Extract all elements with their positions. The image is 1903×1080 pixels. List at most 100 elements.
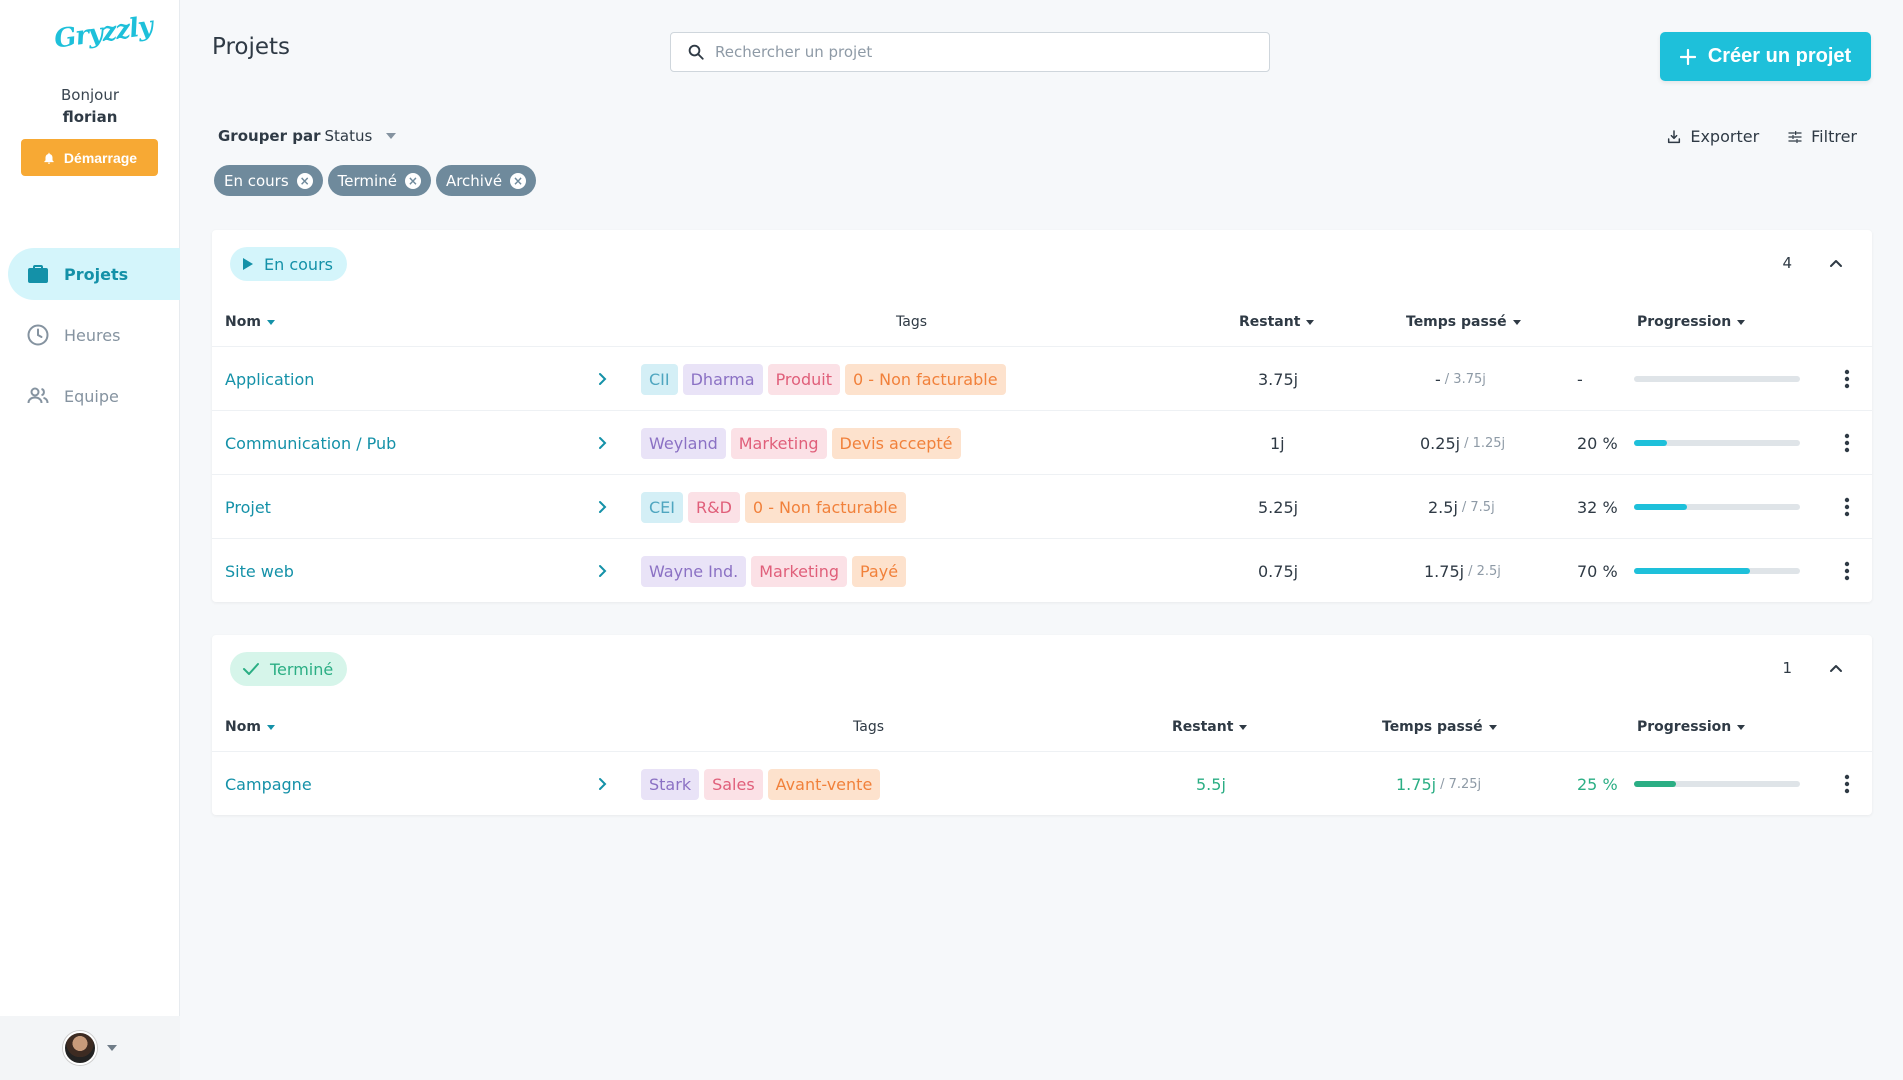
remaining-value: 5.25j	[1258, 497, 1299, 517]
progress-bar	[1634, 504, 1800, 510]
column-header-name[interactable]: Nom	[225, 314, 275, 330]
nav-item-equipe[interactable]: Equipe	[8, 370, 180, 422]
start-button-label: Démarrage	[63, 149, 138, 166]
tag-list: Wayne Ind. Marketing Payé	[641, 539, 907, 603]
project-name[interactable]: Campagne	[225, 774, 312, 794]
filter-chip-label: En cours	[224, 171, 289, 190]
chevron-right-icon[interactable]	[596, 752, 610, 816]
nav-label: Heures	[64, 325, 121, 345]
bell-icon	[44, 152, 54, 164]
play-icon	[243, 258, 253, 270]
close-icon[interactable]: ×	[510, 172, 527, 189]
export-button[interactable]: Exporter	[1666, 127, 1759, 146]
chevron-right-icon[interactable]	[596, 347, 610, 411]
more-vertical-icon[interactable]	[1844, 411, 1850, 475]
progress-percent: 70 %	[1577, 561, 1618, 581]
time-spent-value: 1.75j	[1424, 561, 1465, 581]
column-header-remaining[interactable]: Restant	[1239, 314, 1315, 330]
table-row[interactable]: Application CII Dharma Produit 0 - Non f…	[212, 346, 1872, 410]
remaining-value: 1j	[1270, 433, 1285, 453]
progress-percent: -	[1577, 369, 1583, 389]
tag: 0 - Non facturable	[844, 363, 1006, 395]
tag: Devis accepté	[831, 427, 961, 459]
chevron-up-icon[interactable]	[1824, 252, 1848, 276]
progress-bar	[1634, 781, 1800, 787]
chevron-up-icon[interactable]	[1824, 657, 1848, 681]
column-label: Restant	[1172, 719, 1234, 735]
status-pill: En cours	[230, 247, 347, 281]
check-icon	[243, 663, 259, 675]
column-header-name[interactable]: Nom	[225, 719, 275, 735]
chevron-right-icon[interactable]	[596, 539, 610, 603]
more-vertical-icon[interactable]	[1844, 539, 1850, 603]
table-row[interactable]: Site web Wayne Ind. Marketing Payé 0.75j…	[212, 538, 1872, 602]
column-header-tags: Tags	[853, 719, 884, 735]
start-button[interactable]: Démarrage	[21, 139, 158, 176]
status-label: Terminé	[270, 659, 334, 679]
column-header-time-spent[interactable]: Temps passé	[1382, 719, 1497, 735]
nav-label: Equipe	[64, 386, 119, 406]
clock-icon	[27, 324, 49, 346]
nav-item-projets[interactable]: Projets	[8, 248, 180, 300]
filter-chip-label: Archivé	[445, 171, 503, 190]
column-header-tags: Tags	[896, 314, 927, 330]
plus-icon	[1679, 48, 1696, 65]
avatar[interactable]	[63, 1031, 97, 1065]
more-vertical-icon[interactable]	[1844, 347, 1850, 411]
column-label: Progression	[1637, 314, 1732, 330]
remaining-value: 3.75j	[1258, 369, 1299, 389]
group-header: Terminé 1	[212, 635, 1872, 703]
more-vertical-icon[interactable]	[1844, 752, 1850, 816]
project-name[interactable]: Projet	[225, 497, 271, 517]
group-count: 4	[1782, 254, 1792, 272]
progress-bar-fill	[1634, 504, 1688, 510]
time-total-value: / 7.25j	[1440, 776, 1482, 792]
group-card-en-cours: En cours 4 Nom Tags Restant Temps passé …	[212, 230, 1872, 602]
column-header-time-spent[interactable]: Temps passé	[1406, 314, 1521, 330]
column-label: Tags	[896, 314, 927, 330]
tag: Produit	[767, 363, 840, 395]
caret-down-icon[interactable]	[107, 1045, 117, 1051]
remaining-value: 0.75j	[1258, 561, 1299, 581]
column-label: Nom	[225, 719, 261, 735]
search-input[interactable]	[715, 43, 1255, 61]
progress-percent: 25 %	[1577, 774, 1618, 794]
group-by-select[interactable]: Grouper par Status	[218, 127, 397, 145]
table-row[interactable]: Communication / Pub Weyland Marketing De…	[212, 410, 1872, 474]
tag-list: Weyland Marketing Devis accepté	[641, 411, 961, 475]
project-name[interactable]: Communication / Pub	[225, 433, 397, 453]
nav-label: Projets	[64, 264, 129, 284]
tag-list: CEI R&D 0 - Non facturable	[641, 475, 906, 539]
table-row[interactable]: Projet CEI R&D 0 - Non facturable 5.25j …	[212, 474, 1872, 538]
time-spent-value: 1.75j	[1396, 774, 1437, 794]
caret-down-icon	[1239, 724, 1248, 730]
close-icon[interactable]: ×	[296, 172, 313, 189]
export-label: Exporter	[1690, 127, 1760, 146]
user-menu[interactable]	[0, 1016, 180, 1080]
column-header-progress[interactable]: Progression	[1637, 719, 1746, 735]
close-icon[interactable]: ×	[404, 172, 421, 189]
tag: 0 - Non facturable	[744, 491, 906, 523]
caret-down-icon	[266, 319, 275, 325]
table-row[interactable]: Campagne Stark Sales Avant-vente 5.5j 1.…	[212, 751, 1872, 815]
time-spent-value: -	[1435, 369, 1441, 389]
tag: Weyland	[641, 427, 726, 459]
filter-button[interactable]: Filtrer	[1787, 127, 1857, 146]
column-header-remaining[interactable]: Restant	[1172, 719, 1248, 735]
project-name[interactable]: Application	[225, 369, 315, 389]
sliders-icon	[1788, 130, 1802, 143]
chevron-right-icon[interactable]	[596, 475, 610, 539]
column-label: Temps passé	[1382, 719, 1483, 735]
chevron-right-icon[interactable]	[596, 411, 610, 475]
search-box[interactable]	[670, 32, 1270, 72]
more-vertical-icon[interactable]	[1844, 475, 1850, 539]
project-name[interactable]: Site web	[225, 561, 294, 581]
column-header-progress[interactable]: Progression	[1637, 314, 1746, 330]
app-logo[interactable]: Gryzzly	[52, 11, 155, 55]
caret-down-icon	[386, 133, 397, 139]
page-title: Projets	[212, 34, 291, 60]
group-by-value: Status	[324, 127, 373, 145]
create-project-button[interactable]: Créer un projet	[1660, 32, 1871, 81]
progress-bar-fill	[1634, 440, 1668, 446]
nav-item-heures[interactable]: Heures	[8, 309, 180, 361]
